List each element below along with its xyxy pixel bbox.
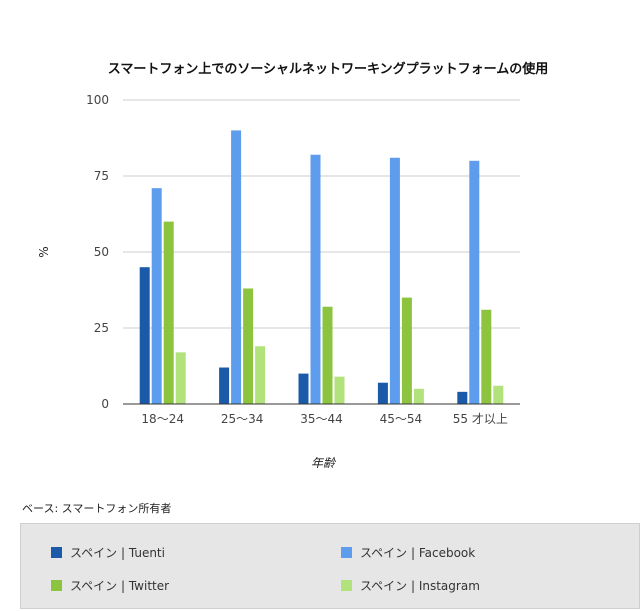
legend-swatch	[341, 580, 352, 591]
bar	[493, 385, 504, 404]
bar	[139, 267, 150, 404]
legend-label: スペイン | Instagram	[360, 579, 480, 593]
bar	[334, 376, 345, 404]
x-axis-label: 年齢	[311, 456, 337, 470]
y-tick-labels: 0 25 50 75 100	[86, 93, 109, 411]
bar	[151, 188, 162, 404]
y-tick-label: 100	[86, 93, 109, 107]
gridlines	[123, 99, 520, 329]
y-tick-label: 25	[94, 321, 109, 335]
x-tick-label: 25〜34	[221, 412, 264, 426]
bar	[413, 388, 424, 404]
legend-swatch	[51, 547, 62, 558]
bar	[231, 130, 242, 404]
bar	[322, 306, 333, 404]
bar	[377, 382, 388, 404]
x-tick-label: 45〜54	[380, 412, 423, 426]
bar	[243, 288, 254, 404]
footnote: ベース: スマートフォン所有者	[22, 502, 172, 515]
legend-item: スペイン | Facebook	[341, 544, 475, 561]
y-axis-label: %	[37, 246, 51, 257]
chart-title: スマートフォン上でのソーシャルネットワーキングプラットフォームの使用	[108, 61, 549, 77]
legend-label: スペイン | Tuenti	[70, 546, 165, 560]
bar	[401, 297, 412, 404]
legend-item: スペイン | Twitter	[51, 577, 169, 594]
x-tick-label: 35〜44	[300, 412, 343, 426]
bar	[219, 367, 230, 404]
bar	[389, 157, 400, 404]
x-tick-label: 18〜24	[141, 412, 184, 426]
legend-label: スペイン | Twitter	[70, 579, 170, 593]
x-tick-label: 55 才以上	[453, 412, 508, 426]
bar	[457, 391, 468, 404]
legend: スペイン | Tuenti スペイン | Facebook スペイン | Twitt…	[20, 523, 640, 609]
chart-canvas: スマートフォン上でのソーシャルネットワーキングプラットフォームの使用 0 25 50…	[37, 61, 549, 470]
bar	[310, 154, 321, 404]
bar	[255, 346, 266, 404]
bar	[298, 373, 309, 404]
bars	[139, 130, 504, 404]
legend-item: スペイン | Instagram	[341, 577, 480, 594]
bar	[481, 309, 492, 404]
y-tick-label: 75	[94, 169, 109, 183]
x-tick-labels: 18〜24 25〜34 35〜44 45〜54 55 才以上	[141, 412, 507, 426]
bar	[163, 221, 174, 404]
bar	[469, 160, 480, 404]
bar	[175, 352, 186, 404]
legend-item: スペイン | Tuenti	[51, 544, 165, 561]
legend-swatch	[51, 580, 62, 591]
y-tick-label: 0	[101, 397, 109, 411]
legend-label: スペイン | Facebook	[360, 546, 476, 560]
y-tick-label: 50	[94, 245, 109, 259]
legend-swatch	[341, 547, 352, 558]
